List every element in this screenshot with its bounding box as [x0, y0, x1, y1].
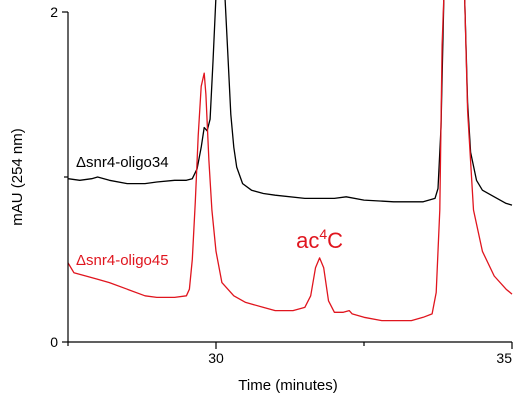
- axes-group: 30 35 0 2: [50, 4, 513, 366]
- trace-0: [68, 0, 513, 206]
- ac4c-annotation: ac4C: [296, 226, 343, 253]
- x-axis-title: Time (minutes): [238, 377, 337, 394]
- y-axis-title: mAU (254 nm): [9, 128, 26, 226]
- trace-1: [68, 0, 513, 322]
- labels-group: Δsnr4-oligo34 Δsnr4-oligo45 ac4C Time (m…: [9, 128, 343, 394]
- series-label-oligo34: Δsnr4-oligo34: [76, 154, 169, 171]
- y-tick-label: 0: [50, 334, 58, 350]
- annotation-superscript: 4: [319, 226, 327, 242]
- series-label-oligo45: Δsnr4-oligo45: [76, 252, 169, 269]
- y-tick-label: 2: [50, 4, 58, 20]
- annotation-base: ac: [296, 228, 319, 253]
- annotation-suffix: C: [327, 228, 343, 253]
- traces-group: [68, 0, 513, 322]
- x-tick-label: 35: [496, 350, 512, 366]
- x-tick-label: 30: [208, 350, 224, 366]
